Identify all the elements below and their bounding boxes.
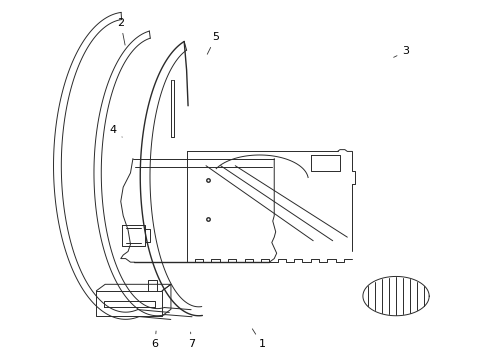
Text: 7: 7 bbox=[188, 332, 195, 349]
Text: 5: 5 bbox=[207, 32, 219, 54]
Text: 3: 3 bbox=[393, 46, 409, 57]
Text: 2: 2 bbox=[117, 18, 125, 45]
Text: 4: 4 bbox=[110, 125, 122, 137]
Text: 1: 1 bbox=[252, 329, 266, 349]
Text: 6: 6 bbox=[151, 331, 158, 349]
